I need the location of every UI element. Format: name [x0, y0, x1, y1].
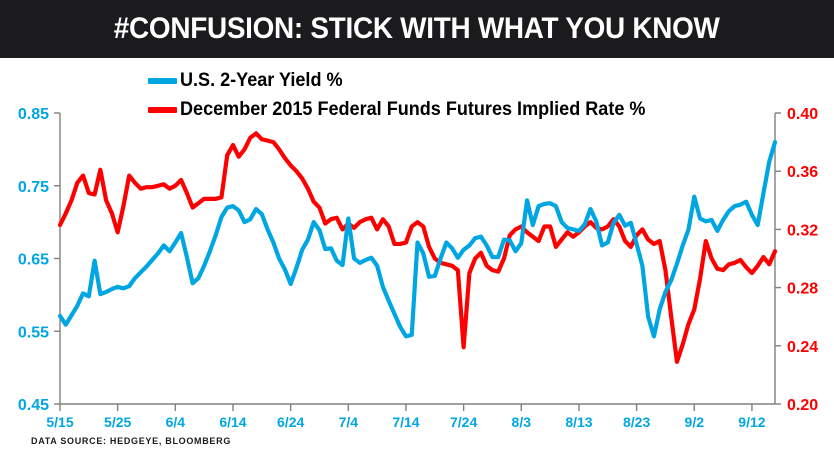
svg-text:8/23: 8/23 — [623, 414, 650, 430]
page-title: #CONFUSION: STICK WITH WHAT YOU KNOW — [114, 12, 720, 45]
svg-text:5/25: 5/25 — [104, 414, 131, 430]
svg-text:9/12: 9/12 — [738, 414, 765, 430]
series-line-blue — [57, 140, 778, 339]
y-axis-left-labels: 0.45 0.55 0.65 0.75 0.85 — [18, 106, 49, 414]
x-axis-labels: 5/15 5/25 6/4 6/14 6/24 7/4 7/14 7/24 8/3 8/13 8/2… — [46, 414, 765, 430]
legend-label-blue: U.S. 2-Year Yield % — [180, 69, 343, 91]
svg-text:0.55: 0.55 — [18, 324, 49, 341]
svg-text:0.20: 0.20 — [787, 397, 818, 414]
svg-text:0.28: 0.28 — [787, 281, 818, 298]
svg-text:0.24: 0.24 — [787, 339, 818, 356]
svg-text:5/15: 5/15 — [46, 414, 73, 430]
svg-text:0.32: 0.32 — [787, 222, 818, 239]
svg-text:6/24: 6/24 — [277, 414, 304, 430]
svg-text:0.65: 0.65 — [18, 252, 49, 269]
footer: DATA SOURCE: HEDGEYE, BLOOMBERG — [31, 436, 231, 446]
svg-text:6/14: 6/14 — [219, 414, 246, 430]
legend-item-red: December 2015 Federal Funds Futures Impl… — [148, 95, 748, 124]
svg-text:0.75: 0.75 — [18, 179, 49, 196]
svg-text:8/13: 8/13 — [565, 414, 592, 430]
series-line-red — [57, 131, 778, 364]
data-source-text: DATA SOURCE: HEDGEYE, BLOOMBERG — [31, 436, 232, 446]
chart-legend: U.S. 2-Year Yield % December 2015 Federa… — [148, 66, 748, 124]
svg-text:0.36: 0.36 — [787, 164, 818, 181]
svg-text:0.40: 0.40 — [787, 106, 818, 123]
legend-label-red: December 2015 Federal Funds Futures Impl… — [180, 98, 646, 120]
svg-text:6/4: 6/4 — [166, 414, 186, 430]
legend-swatch-red — [148, 106, 177, 113]
svg-text:9/2: 9/2 — [685, 414, 705, 430]
title-bar: #CONFUSION: STICK WITH WHAT YOU KNOW — [0, 0, 834, 58]
y-axis-right-labels: 0.20 0.24 0.28 0.32 0.36 0.40 — [787, 106, 818, 414]
svg-text:7/4: 7/4 — [339, 414, 359, 430]
svg-text:7/24: 7/24 — [450, 414, 477, 430]
svg-text:0.85: 0.85 — [18, 106, 49, 123]
legend-swatch-blue — [148, 77, 177, 84]
tick-marks — [54, 112, 781, 411]
svg-text:8/3: 8/3 — [512, 414, 532, 430]
legend-item-blue: U.S. 2-Year Yield % — [148, 66, 748, 95]
svg-text:0.45: 0.45 — [18, 397, 49, 414]
svg-text:7/14: 7/14 — [392, 414, 419, 430]
